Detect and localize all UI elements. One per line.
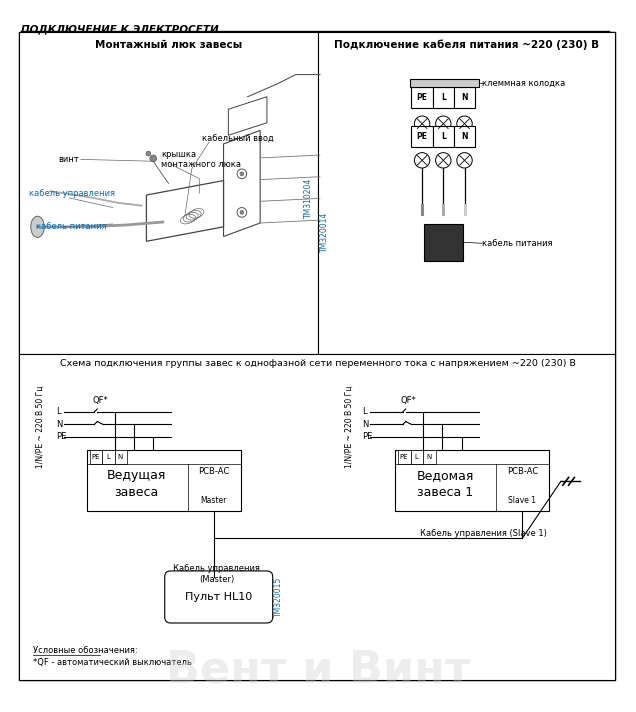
Text: L: L: [415, 454, 418, 460]
Text: PE: PE: [417, 93, 427, 103]
Circle shape: [146, 151, 151, 156]
Text: L: L: [106, 454, 110, 460]
Circle shape: [240, 211, 244, 214]
Text: *QF - автоматический выключатель: *QF - автоматический выключатель: [32, 658, 191, 667]
Bar: [114, 451, 127, 464]
Text: Схема подключения группы завес к однофазной сети переменного тока с напряжением : Схема подключения группы завес к однофаз…: [60, 359, 576, 368]
Text: N: N: [426, 454, 431, 460]
Text: Slave 1: Slave 1: [508, 496, 536, 506]
Bar: [423, 451, 436, 464]
Text: TM320014: TM320014: [321, 211, 329, 252]
Bar: [86, 451, 241, 511]
Text: PE: PE: [399, 454, 408, 460]
Text: кабельный ввод: кабельный ввод: [202, 134, 274, 142]
Text: N: N: [118, 454, 123, 460]
Text: PE: PE: [417, 132, 427, 141]
Text: крышка
монтажного люка: крышка монтажного люка: [161, 150, 241, 169]
Text: Монтажный люк завесы: Монтажный люк завесы: [95, 40, 242, 50]
Text: N: N: [461, 132, 467, 141]
Bar: [90, 451, 102, 464]
Text: кабель питания: кабель питания: [36, 222, 106, 231]
Text: QF*: QF*: [92, 396, 108, 405]
Text: L: L: [441, 132, 446, 141]
Text: Кабель управления
(Master): Кабель управления (Master): [174, 564, 260, 584]
Bar: [395, 451, 550, 511]
Ellipse shape: [31, 216, 45, 237]
Text: Ведущая
завеса: Ведущая завеса: [107, 469, 167, 499]
Text: Ведомая
завеса 1: Ведомая завеса 1: [417, 469, 474, 499]
Text: Вент и Винт: Вент и Винт: [166, 649, 470, 691]
Text: PCB-AC: PCB-AC: [198, 467, 230, 476]
Bar: [411, 87, 432, 108]
Text: клеммная колодка: клеммная колодка: [482, 79, 565, 88]
Text: PE: PE: [91, 454, 100, 460]
Bar: [398, 451, 410, 464]
Circle shape: [240, 172, 244, 176]
Bar: [454, 125, 475, 147]
Bar: [410, 451, 423, 464]
Text: PE: PE: [56, 432, 66, 441]
Text: N: N: [461, 93, 467, 103]
Bar: [432, 87, 454, 108]
Text: кабель питания: кабель питания: [482, 239, 552, 248]
Text: Кабель управления (Slave 1): Кабель управления (Slave 1): [420, 528, 547, 538]
Text: TM310204: TM310204: [304, 178, 313, 218]
Text: L: L: [441, 93, 446, 103]
Bar: [454, 87, 475, 108]
Text: Подключение кабеля питания ~220 (230) В: Подключение кабеля питания ~220 (230) В: [334, 40, 599, 51]
Text: 1/N/PE ~ 220 В 50 Гц: 1/N/PE ~ 220 В 50 Гц: [36, 385, 45, 468]
Text: L: L: [56, 407, 60, 417]
Text: N: N: [56, 420, 62, 429]
Bar: [19, 354, 615, 680]
Text: 1/N/PE ~ 220 В 50 Гц: 1/N/PE ~ 220 В 50 Гц: [344, 385, 354, 468]
Text: PE: PE: [363, 432, 373, 441]
Circle shape: [150, 155, 156, 162]
Text: PCB-AC: PCB-AC: [507, 467, 538, 476]
Text: N: N: [363, 420, 369, 429]
Bar: [318, 32, 615, 354]
Text: кабель управления: кабель управления: [29, 189, 115, 198]
Bar: [410, 79, 479, 87]
Text: винт: винт: [58, 155, 78, 164]
Bar: [411, 125, 432, 147]
Text: TM320015: TM320015: [274, 577, 283, 617]
Bar: [432, 125, 454, 147]
Text: L: L: [363, 407, 367, 417]
Text: QF*: QF*: [401, 396, 417, 405]
Text: Условные обозначения:: Условные обозначения:: [32, 646, 137, 656]
Bar: [424, 224, 462, 261]
Bar: [19, 32, 318, 354]
Text: Пульт HL10: Пульт HL10: [185, 592, 252, 602]
Text: Master: Master: [201, 496, 227, 506]
Bar: [102, 451, 114, 464]
FancyBboxPatch shape: [165, 571, 273, 623]
Text: ПОДКЛЮЧЕНИЕ К ЭЛЕКТРОСЕТИ: ПОДКЛЮЧЕНИЕ К ЭЛЕКТРОСЕТИ: [21, 24, 219, 34]
